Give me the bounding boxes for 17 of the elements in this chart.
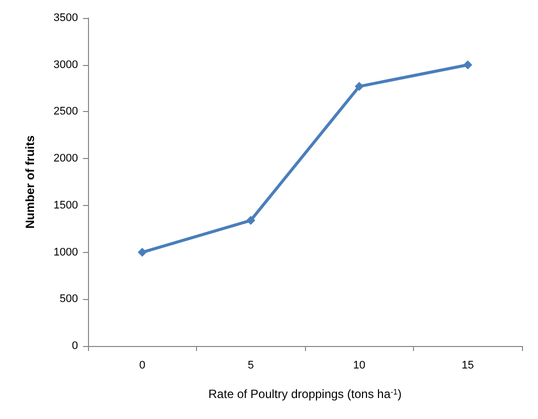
y-tick-label: 0 xyxy=(72,340,78,352)
y-tick-label: 1500 xyxy=(54,199,78,212)
y-tick-label: 3000 xyxy=(54,58,78,71)
point xyxy=(246,216,256,225)
point xyxy=(138,248,147,257)
y-axis-title: Number of fruits xyxy=(23,135,37,229)
y-tick-label: 500 xyxy=(60,293,78,306)
x-tick-label: 0 xyxy=(139,360,146,372)
x-tick-label: 5 xyxy=(248,360,254,372)
x-tick-label: 15 xyxy=(462,360,474,372)
x-tick-label: 10 xyxy=(353,360,366,372)
point xyxy=(463,60,472,70)
y-tick-label: 3500 xyxy=(54,12,78,24)
point xyxy=(354,82,364,91)
y-tick-label: 1000 xyxy=(54,246,78,258)
y-tick-label: 2500 xyxy=(54,106,78,118)
y-tick-label: 2000 xyxy=(54,152,78,165)
